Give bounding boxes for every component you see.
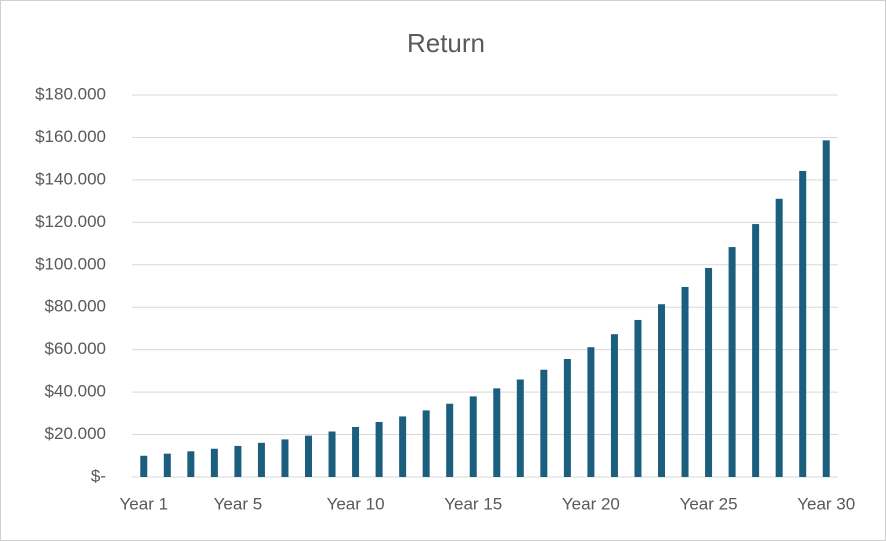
bar: [328, 431, 336, 477]
y-tick-label: $120.000: [35, 212, 106, 231]
bar: [210, 448, 218, 477]
bar: [163, 453, 171, 477]
bar: [234, 445, 242, 477]
x-tick-label: Year 1: [120, 494, 169, 513]
chart-title: Return: [407, 28, 485, 58]
bar: [728, 247, 736, 477]
bar: [399, 416, 407, 477]
y-tick-label: $-: [91, 466, 106, 485]
bar: [375, 421, 383, 477]
bar: [469, 396, 477, 477]
bar: [493, 388, 501, 477]
bar: [610, 334, 618, 477]
bar: [587, 347, 595, 477]
x-tick-label: Year 30: [797, 494, 855, 513]
y-tick-label: $60.000: [45, 339, 106, 358]
y-tick-label: $180.000: [35, 84, 106, 103]
bar: [446, 403, 454, 477]
bar: [305, 435, 312, 477]
bar: [634, 319, 642, 477]
bar: [822, 140, 830, 477]
bar: [281, 439, 289, 477]
y-tick-label: $140.000: [35, 169, 106, 188]
x-tick-label: Year 5: [214, 494, 263, 513]
bar: [752, 224, 760, 477]
y-tick-label: $80.000: [45, 297, 106, 316]
x-tick-label: Year 25: [680, 494, 738, 513]
x-tick-label: Year 15: [444, 494, 502, 513]
x-tick-label: Year 10: [327, 494, 385, 513]
y-tick-label: $40.000: [45, 382, 106, 401]
bar: [540, 369, 548, 477]
bar: [516, 379, 524, 477]
bar: [681, 286, 689, 477]
bar: [658, 304, 665, 477]
bar: [422, 410, 430, 477]
bar: [257, 442, 265, 477]
bar: [352, 426, 360, 477]
bar: [799, 170, 807, 477]
bar: [187, 451, 195, 477]
bar: [563, 359, 571, 477]
y-tick-label: $20.000: [45, 424, 106, 443]
bar: [705, 267, 713, 477]
bar: [140, 455, 148, 477]
x-tick-label: Year 20: [562, 494, 620, 513]
y-tick-label: $100.000: [35, 254, 106, 273]
bar: [775, 198, 783, 477]
y-tick-label: $160.000: [35, 127, 106, 146]
